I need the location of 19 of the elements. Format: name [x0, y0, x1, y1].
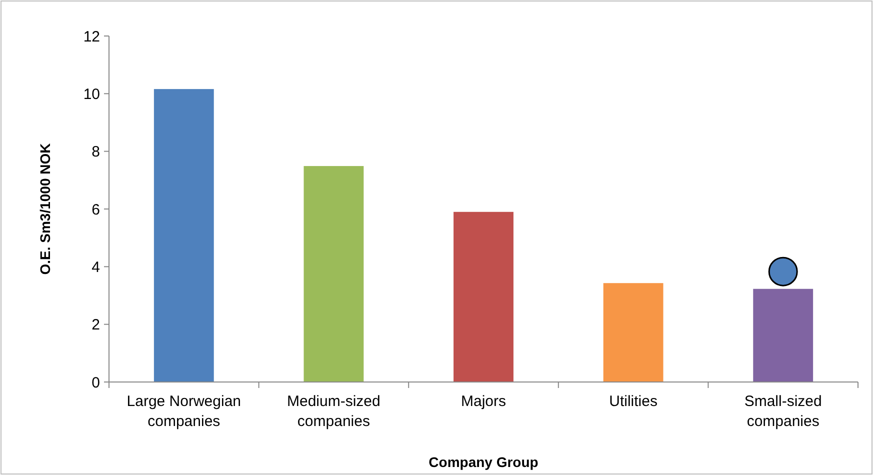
y-tick-label: 0	[92, 374, 100, 392]
x-tick-label: Majors	[460, 393, 506, 410]
x-axis-title: Company Group	[428, 454, 538, 470]
x-tick-label: Small-sized companies	[744, 393, 822, 430]
y-tick-label: 4	[92, 258, 100, 276]
bar	[603, 283, 664, 382]
bar	[454, 212, 514, 382]
y-tick-label: 8	[92, 144, 100, 161]
y-axis-title: O.E. Sm3/1000 NOK	[37, 143, 53, 275]
bar	[304, 166, 364, 382]
y-tick-label: 2	[92, 316, 100, 334]
x-tick-label: Medium-sized companies	[287, 393, 380, 430]
x-tick-label: Large Norwegian companies	[126, 393, 242, 430]
bar	[753, 288, 814, 382]
x-tick-label: Utilities	[609, 393, 658, 410]
y-tick-label: 10	[83, 86, 100, 103]
bar	[154, 89, 214, 382]
y-tick-label: 6	[92, 201, 100, 218]
y-tick-label: 12	[83, 28, 100, 46]
